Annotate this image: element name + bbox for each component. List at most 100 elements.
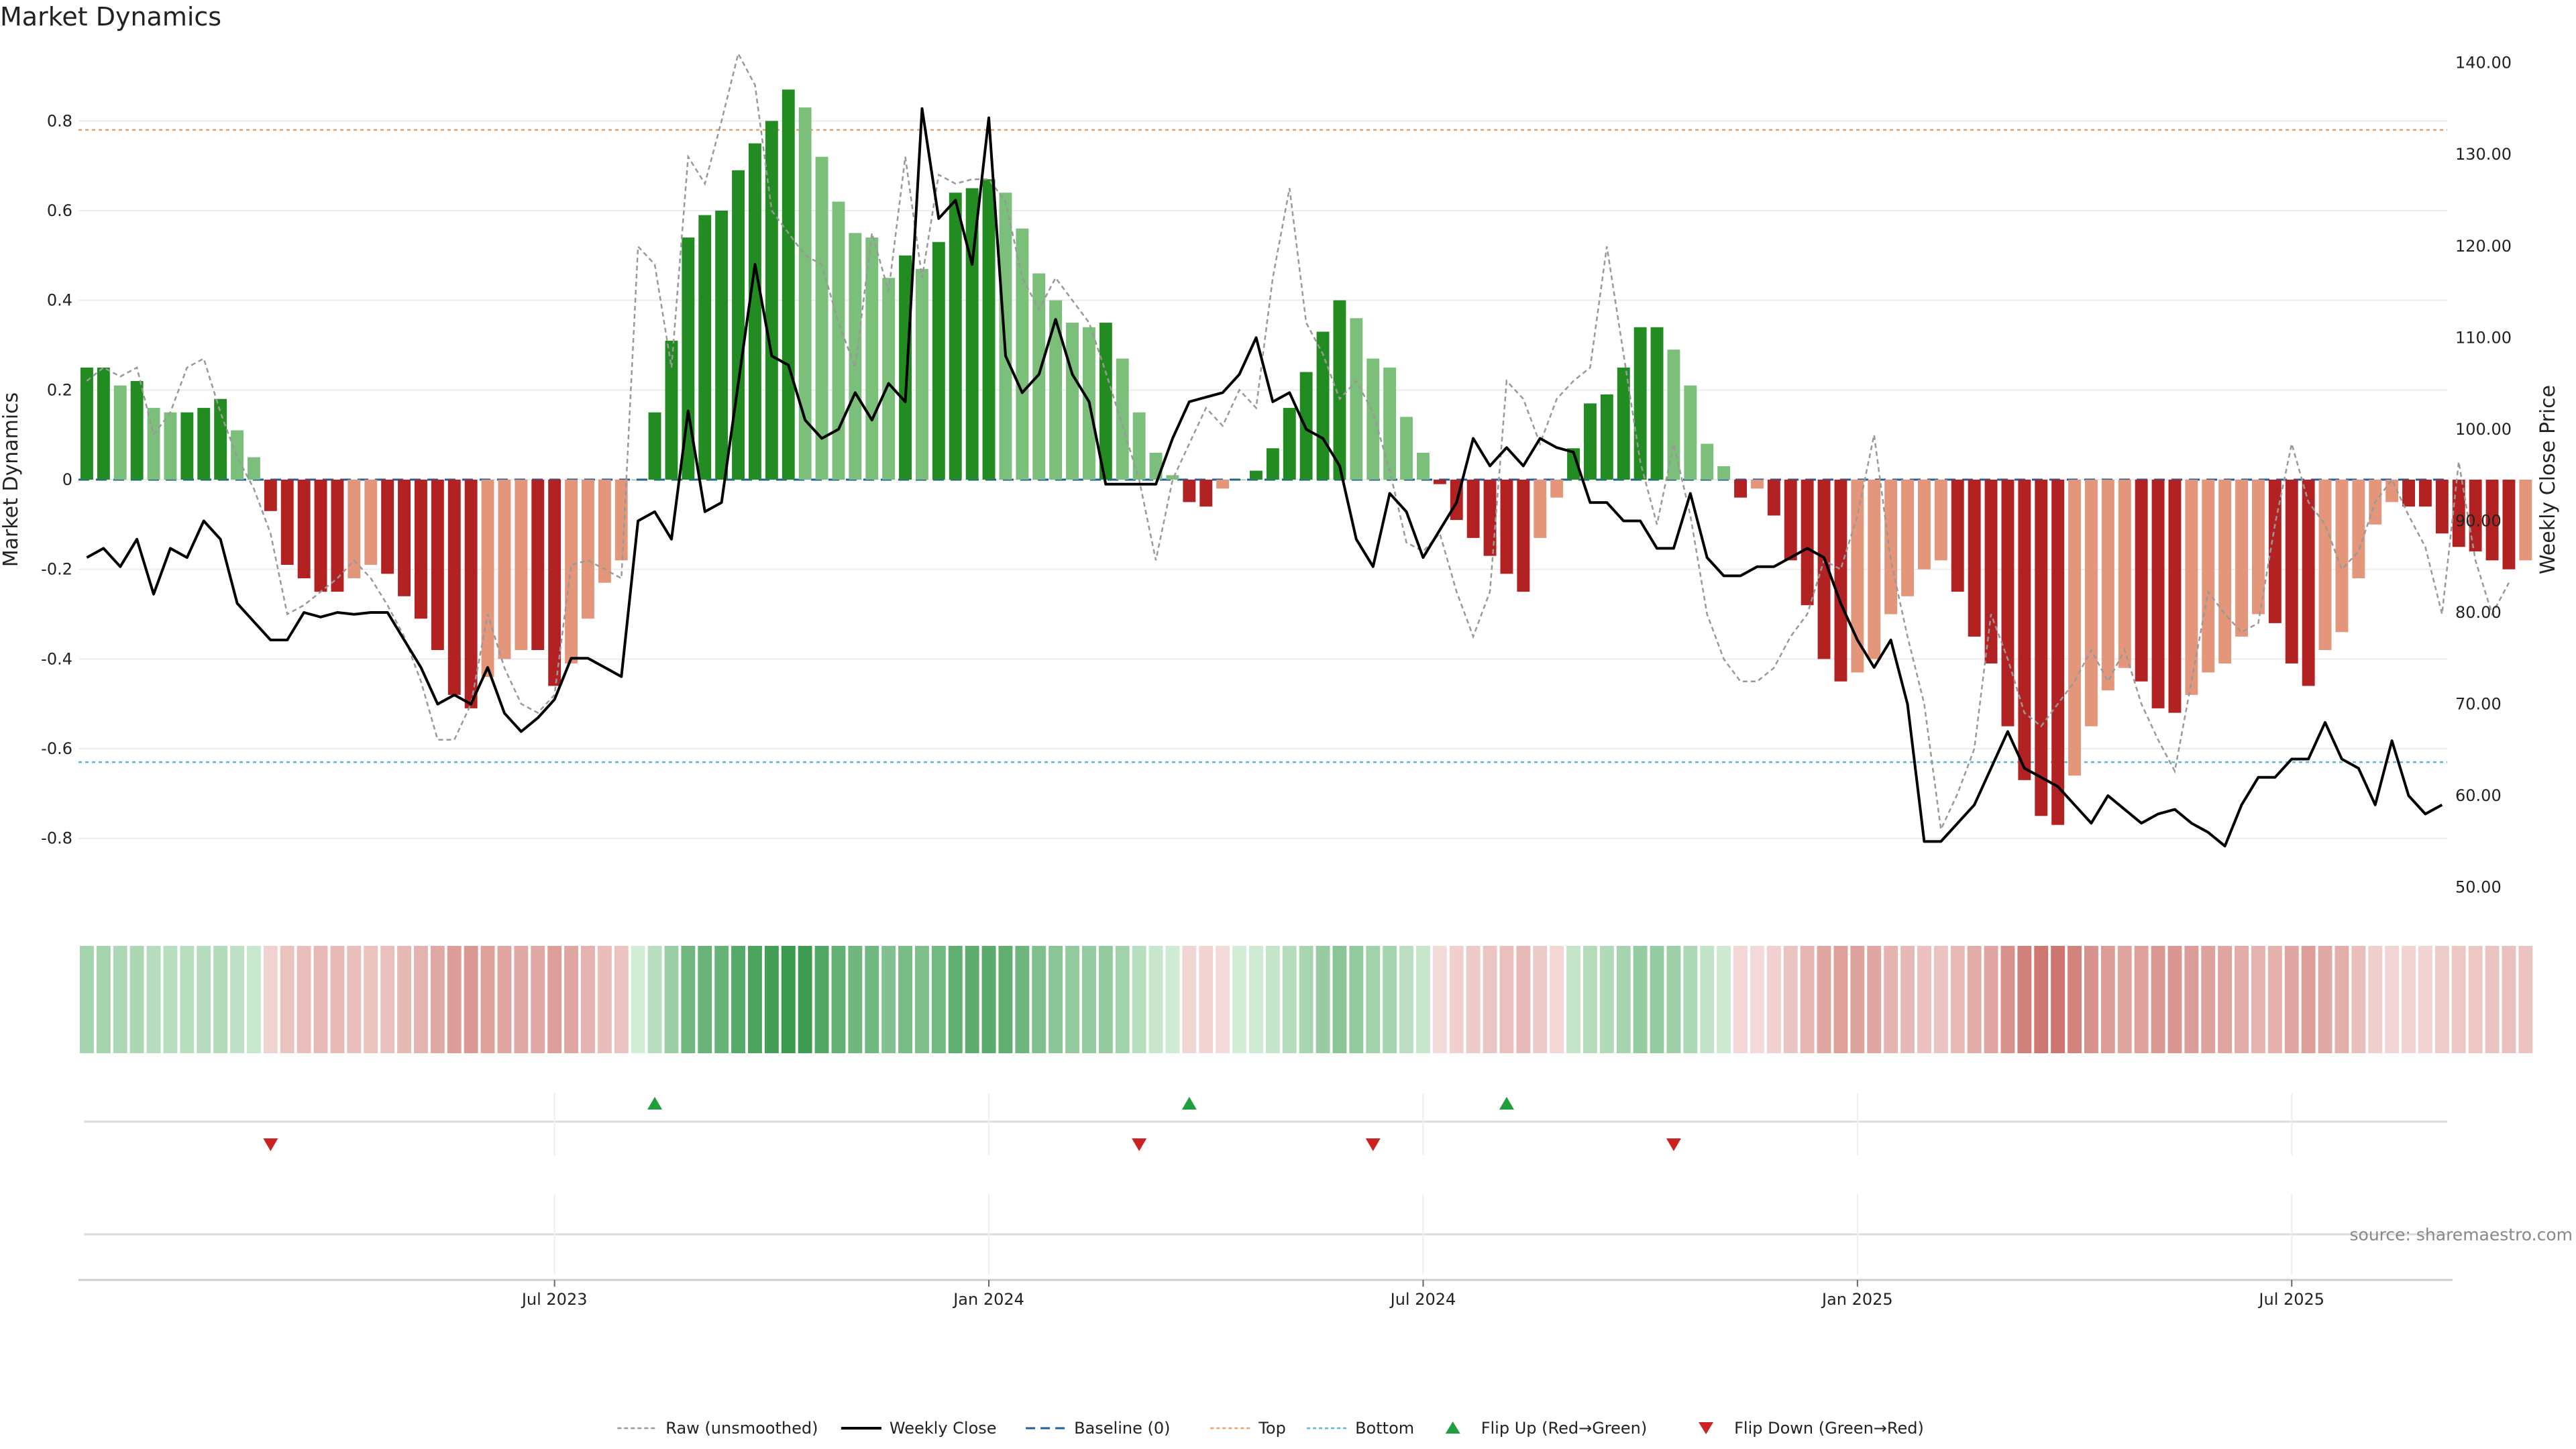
bar bbox=[1433, 480, 1446, 484]
heat-cell bbox=[998, 946, 1013, 1053]
heat-cell bbox=[948, 946, 963, 1053]
heat-cell bbox=[96, 946, 111, 1053]
bar bbox=[865, 237, 879, 480]
y-axis-label-left: Market Dynamics bbox=[0, 392, 23, 568]
heat-cell bbox=[1599, 946, 1614, 1053]
heat-cell bbox=[497, 946, 512, 1053]
heat-cell bbox=[2351, 946, 2366, 1053]
heat-cell bbox=[1115, 946, 1130, 1053]
y-axis-right: 50.00 60.00 70.00 80.00 90.00 100.00 110.00 120… bbox=[2455, 54, 2512, 897]
bar bbox=[1701, 443, 1714, 480]
heat-cell bbox=[1182, 946, 1197, 1053]
bar bbox=[113, 385, 127, 480]
heat-cell bbox=[1383, 946, 1397, 1053]
heat-cell bbox=[1550, 946, 1564, 1053]
heat-cell bbox=[146, 946, 161, 1053]
legend: Raw (unsmoothed) Weekly Close Baseline (0)… bbox=[617, 1419, 1924, 1438]
heat-cell bbox=[1366, 946, 1381, 1053]
heat-cell bbox=[180, 946, 195, 1053]
heat-cell bbox=[2034, 946, 2049, 1053]
bar bbox=[832, 201, 845, 480]
bar bbox=[297, 480, 311, 579]
heat-cell bbox=[197, 946, 211, 1053]
bar bbox=[2202, 480, 2215, 673]
bar bbox=[1016, 228, 1029, 480]
flip-up-marker bbox=[1499, 1097, 1514, 1110]
heat-cell bbox=[1466, 946, 1481, 1053]
heat-cell bbox=[1032, 946, 1046, 1053]
bar bbox=[347, 480, 361, 579]
bar bbox=[548, 480, 561, 686]
bar bbox=[932, 241, 945, 480]
heat-cell bbox=[2267, 946, 2282, 1053]
bar bbox=[815, 156, 828, 480]
heat-cell bbox=[247, 946, 261, 1053]
heat-cell bbox=[2434, 946, 2449, 1053]
bar bbox=[248, 457, 260, 480]
heat-cell bbox=[1800, 946, 1815, 1053]
x-tick-label: Jan 2024 bbox=[952, 1290, 1024, 1309]
bar bbox=[2018, 480, 2031, 780]
heat-cell bbox=[1015, 946, 1030, 1053]
bar bbox=[882, 278, 896, 480]
heat-cell bbox=[1499, 946, 1514, 1053]
heat-cell bbox=[564, 946, 578, 1053]
bar bbox=[164, 412, 177, 480]
bar bbox=[264, 480, 277, 511]
bar bbox=[1283, 408, 1296, 480]
bar bbox=[1984, 480, 1998, 664]
heat-cell bbox=[1733, 946, 1748, 1053]
bar bbox=[2519, 480, 2532, 561]
bar bbox=[1383, 367, 1397, 480]
bar bbox=[1066, 323, 1079, 480]
bar bbox=[1550, 480, 1564, 498]
y2-tick-label: 50.00 bbox=[2455, 878, 2502, 897]
heat-cell bbox=[80, 946, 94, 1053]
heat-cell bbox=[1098, 946, 1113, 1053]
bar bbox=[1466, 480, 1480, 538]
heat-cell bbox=[1783, 946, 1798, 1053]
bar bbox=[481, 480, 494, 678]
bar bbox=[1032, 273, 1046, 480]
heat-cell bbox=[2100, 946, 2115, 1053]
bar bbox=[97, 367, 110, 480]
heat-cell bbox=[647, 946, 662, 1053]
bar bbox=[1817, 480, 1831, 659]
heat-cell bbox=[915, 946, 929, 1053]
bar bbox=[381, 480, 394, 574]
y2-tick-label: 90.00 bbox=[2455, 511, 2502, 530]
bar bbox=[498, 480, 511, 659]
legend-item: Baseline (0) bbox=[1026, 1419, 1170, 1438]
bar bbox=[1784, 480, 1797, 561]
flip-down-marker bbox=[1365, 1138, 1381, 1151]
bar bbox=[1350, 318, 1363, 480]
heat-cell bbox=[113, 946, 127, 1053]
bar bbox=[2218, 480, 2232, 664]
bar bbox=[682, 237, 695, 480]
y-axis-label-right: Weekly Close Price bbox=[2536, 385, 2560, 574]
y-tick-label: 0.2 bbox=[47, 380, 72, 399]
heat-cell bbox=[514, 946, 529, 1053]
heat-cell bbox=[1884, 946, 1898, 1053]
raw-line bbox=[86, 51, 2510, 833]
bar bbox=[1517, 480, 1530, 592]
bar bbox=[565, 480, 578, 664]
y2-tick-label: 120.00 bbox=[2455, 237, 2512, 256]
bars bbox=[80, 89, 2532, 825]
heat-cell bbox=[330, 946, 345, 1053]
bar bbox=[2285, 480, 2298, 664]
heat-cell bbox=[1917, 946, 1931, 1053]
bar bbox=[1633, 327, 1647, 480]
heat-cell bbox=[1950, 946, 1965, 1053]
lines bbox=[86, 51, 2510, 848]
heat-cell bbox=[2318, 946, 2332, 1053]
heat-cell bbox=[1967, 946, 1982, 1053]
legend-label: Bottom bbox=[1355, 1419, 1414, 1438]
legend-item: Weekly Close bbox=[841, 1419, 997, 1438]
bar bbox=[331, 480, 344, 592]
bar bbox=[2118, 480, 2131, 668]
bar bbox=[2335, 480, 2349, 633]
heat-cell bbox=[2218, 946, 2233, 1053]
legend-item: Flip Down (Green→Red) bbox=[1699, 1419, 1924, 1438]
bar bbox=[1667, 350, 1680, 480]
